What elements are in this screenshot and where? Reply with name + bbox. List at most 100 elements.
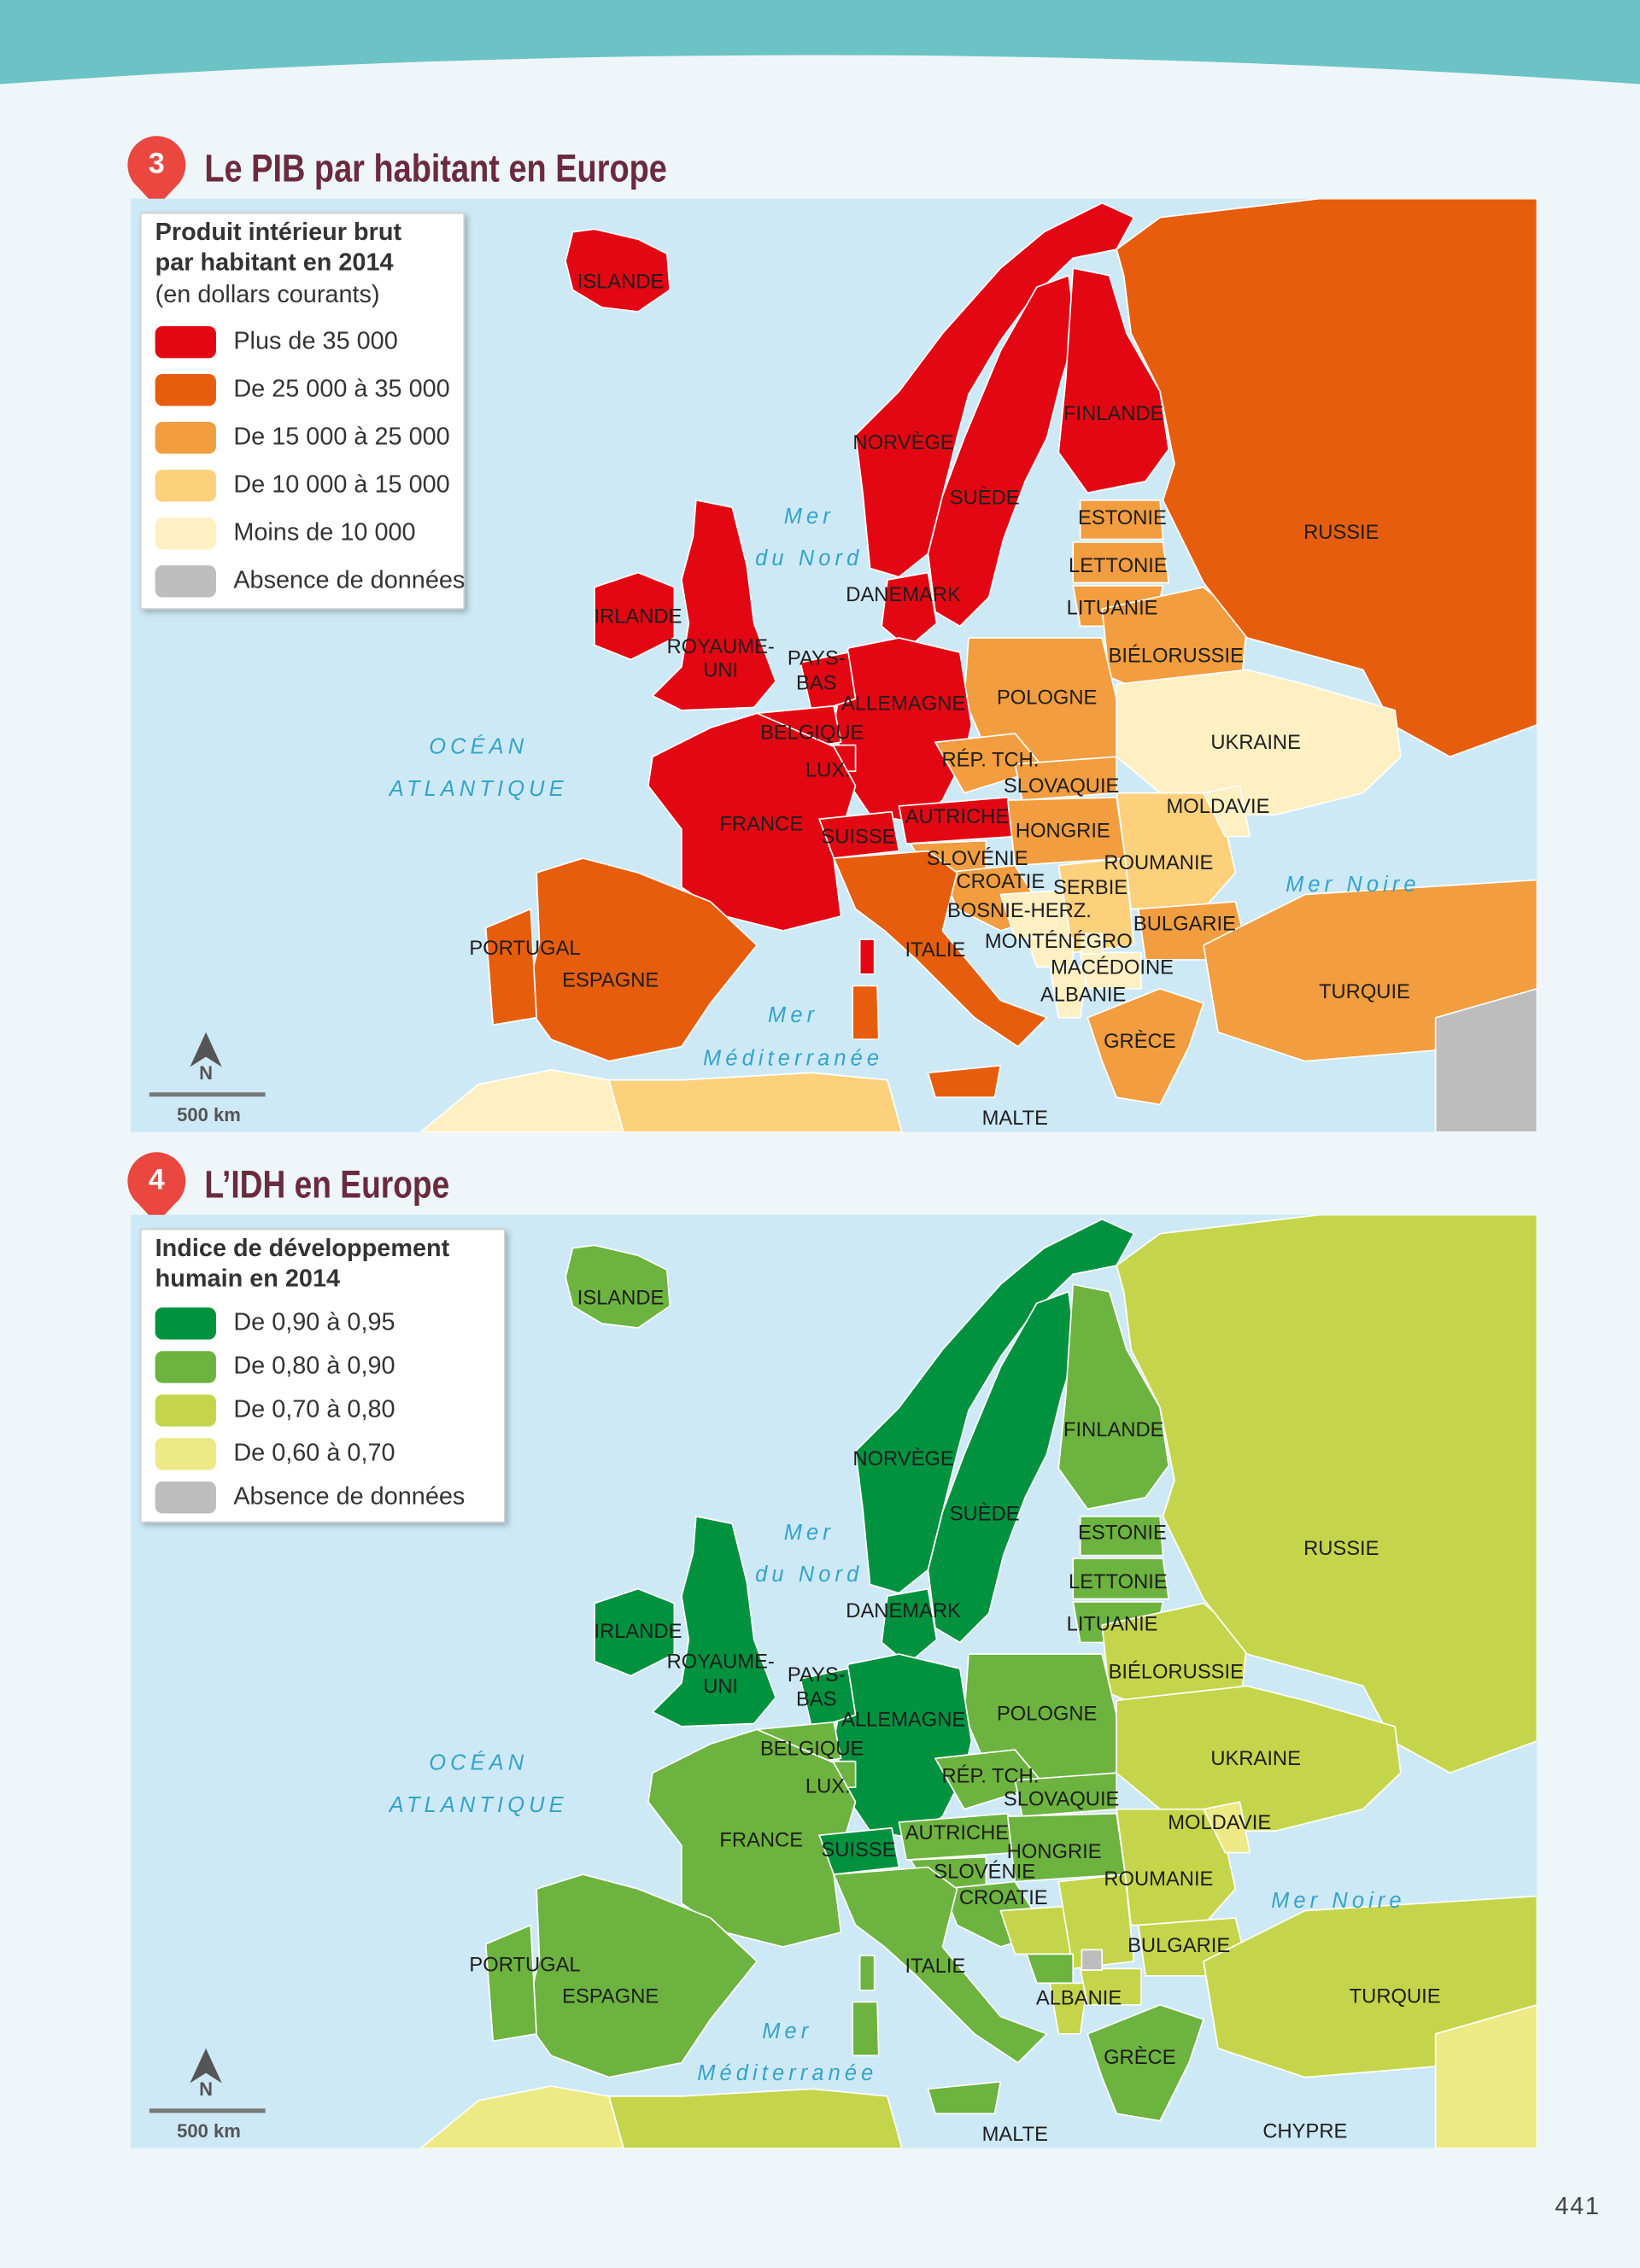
region bbox=[1057, 1873, 1135, 1970]
region bbox=[833, 1866, 1048, 2064]
region bbox=[881, 571, 938, 649]
country-label: AUTRICHE bbox=[905, 805, 1009, 828]
country-label: HONGRIE bbox=[1007, 1840, 1102, 1863]
legend-label: Moins de 10 000 bbox=[233, 518, 415, 546]
page-number: 441 bbox=[1555, 2193, 1600, 2220]
country-label: ITALIE bbox=[905, 938, 966, 962]
region bbox=[1116, 198, 1538, 758]
north-arrow bbox=[190, 1032, 222, 1067]
country-label: RÉP. TCH. bbox=[941, 749, 1039, 772]
country-label: MALTE bbox=[982, 1107, 1048, 1130]
country-label: LETTONIE bbox=[1069, 1570, 1168, 1593]
country-label: LUX. bbox=[805, 1774, 851, 1797]
legend-swatch bbox=[155, 326, 216, 359]
map-number: 3 bbox=[149, 148, 165, 180]
country-label: NORVÈGE bbox=[852, 431, 953, 454]
legend-swatch bbox=[155, 1438, 216, 1470]
country-label: RÉP. TCH. bbox=[941, 1765, 1039, 1788]
region bbox=[818, 1827, 900, 1875]
country-label: BULGARIE bbox=[1133, 912, 1236, 935]
legend-swatch bbox=[155, 1482, 216, 1514]
legend-swatch bbox=[155, 1394, 216, 1427]
country-label: ESTONIE bbox=[1078, 1521, 1167, 1544]
sea-label: Mer bbox=[784, 505, 835, 529]
country-label: PAYS- bbox=[788, 647, 846, 670]
legend-label: De 0,60 à 0,70 bbox=[233, 1439, 395, 1466]
region bbox=[608, 2088, 903, 2148]
country-label: SERBIE bbox=[1053, 876, 1128, 899]
sea-label: Méditerranée bbox=[697, 2061, 877, 2085]
country-label: CHYPRE bbox=[1262, 2120, 1347, 2143]
region bbox=[419, 2085, 624, 2148]
sea-label: du Nord bbox=[755, 547, 863, 570]
region bbox=[1203, 1801, 1251, 1854]
country-label: MONTÉNÉGRO bbox=[985, 930, 1133, 953]
legend-title: Produit intérieur brut bbox=[155, 219, 402, 246]
region bbox=[565, 228, 671, 313]
regions bbox=[419, 198, 1538, 1132]
legend-label: De 25 000 à 35 000 bbox=[233, 375, 449, 402]
legend-title: humain en 2014 bbox=[155, 1266, 340, 1293]
region bbox=[594, 571, 676, 661]
north-label: N bbox=[199, 1062, 213, 1084]
country-label: ALBANIE bbox=[1040, 984, 1126, 1007]
country-label: SUÈDE bbox=[950, 486, 1020, 509]
country-label: BAS bbox=[796, 1688, 837, 1711]
country-label: BIÉLORUSSIE bbox=[1109, 644, 1244, 667]
region bbox=[1434, 987, 1538, 1132]
country-label: PAYS- bbox=[788, 1663, 846, 1686]
country-label: ITALIE bbox=[905, 1955, 966, 1978]
country-label: LITUANIE bbox=[1067, 1612, 1158, 1635]
country-label: ALBANIE bbox=[1036, 1986, 1122, 2009]
country-label: SLOVAQUIE bbox=[1004, 775, 1120, 798]
regions bbox=[419, 1214, 1538, 2148]
country-label: BELGIQUE bbox=[760, 721, 864, 744]
legend-subtitle: (en dollars courants) bbox=[155, 281, 380, 308]
region bbox=[1081, 932, 1104, 955]
sea-label: Méditerranée bbox=[703, 1047, 883, 1071]
country-label: BULGARIE bbox=[1128, 1934, 1230, 1957]
sea-label: Mer bbox=[768, 1003, 818, 1027]
legend-label: Absence de données bbox=[233, 1482, 465, 1510]
sea-label: du Nord bbox=[755, 1563, 863, 1587]
country-label: LUX. bbox=[805, 758, 851, 781]
region bbox=[1057, 1283, 1170, 1511]
region bbox=[927, 274, 1077, 628]
country-label: NORVÈGE bbox=[852, 1447, 953, 1470]
country-label: ISLANDE bbox=[577, 270, 665, 293]
country-label: SUÈDE bbox=[950, 1502, 1020, 1525]
region bbox=[1434, 2003, 1538, 2148]
country-label: SUISSE bbox=[821, 826, 895, 849]
legend-label: De 15 000 à 25 000 bbox=[233, 423, 449, 450]
region bbox=[927, 2080, 1002, 2115]
region bbox=[927, 1290, 1077, 1644]
region bbox=[852, 2001, 880, 2057]
region bbox=[608, 1072, 903, 1132]
region bbox=[484, 908, 537, 1026]
north-label: N bbox=[199, 2078, 213, 2100]
region bbox=[652, 1515, 777, 1727]
top-band bbox=[0, 0, 1640, 85]
country-label: FRANCE bbox=[719, 812, 803, 835]
region bbox=[1079, 1967, 1142, 2006]
country-label: ESPAGNE bbox=[562, 1985, 659, 2008]
region bbox=[1079, 499, 1164, 541]
region bbox=[419, 1069, 624, 1132]
number-badge bbox=[127, 136, 186, 208]
country-label: GRÈCE bbox=[1104, 1030, 1175, 1053]
legend-title: Indice de développement bbox=[155, 1235, 450, 1262]
country-label: AUTRICHE bbox=[905, 1821, 1009, 1844]
region bbox=[484, 1924, 537, 2043]
legend-label: Absence de données bbox=[233, 566, 465, 593]
country-label: FRANCE bbox=[719, 1828, 803, 1851]
region bbox=[818, 810, 900, 859]
country-label: FINLANDE bbox=[1063, 1418, 1163, 1441]
country-label: MALTE bbox=[982, 2123, 1048, 2146]
north-arrow bbox=[190, 2048, 222, 2084]
region bbox=[1079, 1515, 1164, 1557]
country-label: BIÉLORUSSIE bbox=[1109, 1660, 1244, 1683]
region bbox=[1072, 1558, 1170, 1600]
country-label: CROATIE bbox=[956, 870, 1045, 893]
